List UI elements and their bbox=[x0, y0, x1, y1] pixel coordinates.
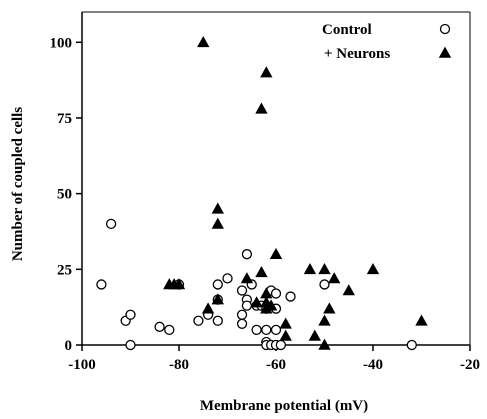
neurons-point bbox=[323, 302, 336, 314]
x-axis-title: Membrane potential (mV) bbox=[200, 398, 368, 414]
neurons-point bbox=[366, 262, 380, 275]
control-point bbox=[406, 339, 417, 351]
neurons-point bbox=[250, 296, 263, 308]
legend-label: Control bbox=[322, 22, 372, 38]
y-tick-label: 100 bbox=[50, 35, 73, 51]
x-axis: -100 -80 -60 -40 -20 bbox=[68, 345, 480, 373]
control-point bbox=[275, 339, 287, 351]
neurons-point bbox=[211, 217, 224, 229]
y-axis-title: Number of coupled cells bbox=[10, 107, 26, 261]
neurons-point bbox=[415, 314, 428, 326]
neurons-point bbox=[342, 284, 355, 296]
y-axis: 0 25 50 75 100 bbox=[50, 35, 82, 354]
neurons-point bbox=[279, 317, 292, 329]
neurons-point bbox=[328, 272, 341, 284]
control-point bbox=[236, 285, 248, 296]
x-tick-label: -80 bbox=[169, 357, 189, 373]
legend-label: + Neurons bbox=[324, 46, 390, 62]
y-tick-label: 50 bbox=[57, 187, 72, 203]
control-point bbox=[222, 273, 233, 284]
control-point bbox=[236, 309, 248, 320]
control-point bbox=[193, 315, 204, 326]
neurons-point bbox=[318, 314, 331, 326]
neurons-point bbox=[201, 302, 215, 314]
y-tick-label: 0 bbox=[65, 338, 73, 354]
x-tick-label: -100 bbox=[68, 357, 96, 373]
data-points bbox=[96, 35, 428, 351]
neurons-point bbox=[255, 102, 268, 114]
legend-triangle-marker bbox=[438, 46, 452, 58]
neurons-point bbox=[211, 293, 224, 305]
neurons-point bbox=[172, 278, 186, 290]
neurons-point bbox=[308, 329, 321, 341]
control-point bbox=[236, 318, 248, 329]
control-point bbox=[125, 339, 136, 351]
x-tick-label: -40 bbox=[363, 357, 383, 373]
y-tick-label: 25 bbox=[57, 262, 72, 278]
control-point bbox=[212, 315, 223, 326]
control-point bbox=[251, 324, 262, 336]
control-point bbox=[319, 279, 330, 290]
control-point bbox=[154, 321, 165, 332]
control-point bbox=[96, 279, 107, 290]
neurons-point bbox=[255, 266, 268, 278]
neurons-point bbox=[269, 247, 283, 259]
control-series bbox=[96, 218, 417, 351]
control-point bbox=[164, 324, 175, 336]
control-point bbox=[285, 291, 296, 302]
legend: Control + Neurons bbox=[322, 22, 452, 62]
x-tick-label: -20 bbox=[460, 357, 480, 373]
control-point bbox=[125, 309, 136, 320]
neurons-point bbox=[318, 338, 331, 350]
neurons-point bbox=[260, 66, 273, 78]
neurons-point bbox=[264, 299, 278, 311]
neurons-point bbox=[303, 262, 317, 275]
neurons-point bbox=[318, 262, 331, 275]
control-point bbox=[212, 279, 223, 290]
control-point bbox=[270, 324, 282, 336]
plot-area bbox=[81, 11, 471, 346]
x-tick-label: -60 bbox=[266, 357, 286, 373]
neurons-point bbox=[240, 272, 254, 284]
neurons-series bbox=[163, 35, 428, 350]
y-tick-label: 75 bbox=[57, 111, 72, 127]
control-point bbox=[261, 324, 272, 336]
control-point bbox=[241, 249, 253, 260]
control-point bbox=[241, 300, 253, 311]
legend-circle-marker bbox=[439, 23, 451, 35]
neurons-point bbox=[211, 202, 224, 214]
neurons-point bbox=[197, 35, 210, 48]
neurons-point bbox=[279, 329, 292, 341]
control-point bbox=[105, 218, 117, 230]
control-point bbox=[270, 288, 282, 299]
